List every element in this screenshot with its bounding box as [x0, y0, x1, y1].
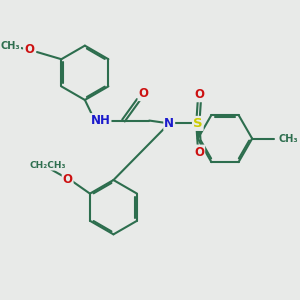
Text: O: O [63, 173, 73, 186]
Text: O: O [139, 87, 148, 100]
Text: N: N [164, 117, 174, 130]
Text: CH₃: CH₃ [278, 134, 298, 144]
Text: NH: NH [91, 114, 110, 127]
Text: O: O [24, 43, 34, 56]
Text: CH₂CH₃: CH₂CH₃ [30, 161, 66, 170]
Text: CH₃: CH₃ [1, 41, 20, 51]
Text: O: O [194, 146, 204, 158]
Text: O: O [194, 88, 204, 101]
Text: S: S [193, 117, 202, 130]
